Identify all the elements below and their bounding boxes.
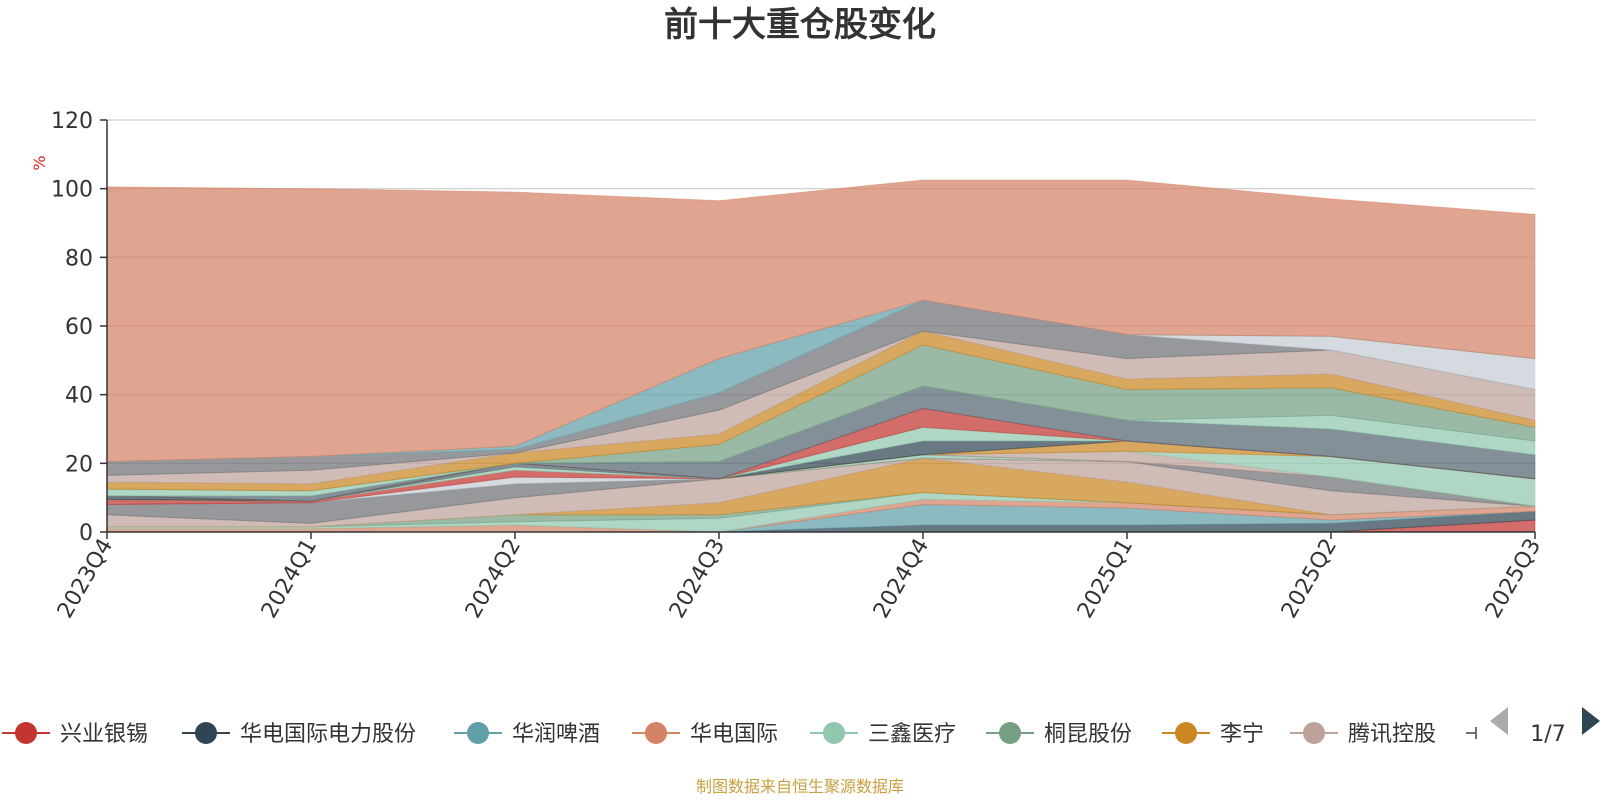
x-tick-label: 2025Q2 <box>1277 535 1342 623</box>
x-tick-label: 2023Q4 <box>53 535 118 623</box>
legend-item[interactable]: 兴业银锡 <box>2 722 148 747</box>
x-tick-label: 2024Q1 <box>257 535 322 623</box>
y-axis-ticks: 0 20 40 60 80 100 120 <box>51 109 107 546</box>
x-tick-label: 2024Q2 <box>461 535 526 623</box>
legend-label: 华电国际 <box>690 722 778 747</box>
legend-label: 李宁 <box>1220 722 1264 747</box>
legend-label: 三鑫医疗 <box>868 722 956 747</box>
legend-label: 桐昆股份 <box>1044 722 1132 747</box>
legend-item[interactable]: 华电国际 <box>632 722 778 747</box>
y-tick-label: 100 <box>51 178 93 203</box>
legend-marker-icon <box>195 722 217 744</box>
legend-pager: 1/7 <box>1490 707 1600 747</box>
chart-title: 前十大重仓股变化 <box>664 5 936 45</box>
legend: 兴业银锡 华电国际电力股份 华润啤酒 华电国际 三鑫医疗 桐昆股份 李宁 腾讯控股 <box>2 722 1477 747</box>
legend-label: 华电国际电力股份 <box>240 722 416 747</box>
legend-item[interactable]: 三鑫医疗 <box>810 722 956 747</box>
legend-item[interactable]: 华润啤酒 <box>454 722 600 747</box>
y-tick-label: 40 <box>65 384 93 409</box>
legend-item[interactable]: 李宁 <box>1162 722 1264 747</box>
legend-next-page-icon[interactable] <box>1582 707 1600 735</box>
legend-marker-icon <box>467 722 489 744</box>
area-series-29 <box>106 179 1536 463</box>
x-tick-label: 2024Q3 <box>665 535 730 623</box>
legend-marker-icon <box>645 722 667 744</box>
legend-label: 华润啤酒 <box>512 722 600 747</box>
x-axis-ticks: 2023Q4 2024Q1 2024Q2 2024Q3 2024Q4 2025Q1 2025… <box>53 532 1546 623</box>
legend-marker-icon <box>15 722 37 744</box>
y-tick-label: 20 <box>65 452 93 477</box>
legend-item[interactable]: 腾讯控股 <box>1290 722 1436 747</box>
legend-item[interactable]: 华电国际电力股份 <box>182 722 416 747</box>
legend-prev-page-icon[interactable] <box>1490 707 1508 735</box>
data-source-note: 制图数据来自恒生聚源数据库 <box>696 777 904 796</box>
legend-marker-icon <box>823 722 845 744</box>
legend-page-indicator: 1/7 <box>1530 722 1565 747</box>
legend-item[interactable]: 桐昆股份 <box>986 722 1132 747</box>
legend-marker-icon <box>999 722 1021 744</box>
y-tick-label: 80 <box>65 246 93 271</box>
x-tick-label: 2024Q4 <box>869 535 934 623</box>
legend-label: 兴业银锡 <box>60 722 148 747</box>
x-tick-label: 2025Q1 <box>1073 535 1138 623</box>
area-series-group <box>106 179 1536 533</box>
legend-marker-icon <box>1303 722 1325 744</box>
x-tick-label: 2025Q3 <box>1481 535 1546 623</box>
legend-label: 腾讯控股 <box>1348 722 1436 747</box>
y-axis-unit: % <box>30 155 49 170</box>
y-tick-label: 60 <box>65 315 93 340</box>
legend-marker-icon <box>1175 722 1197 744</box>
y-tick-label: 0 <box>79 521 93 546</box>
y-tick-label: 120 <box>51 109 93 134</box>
